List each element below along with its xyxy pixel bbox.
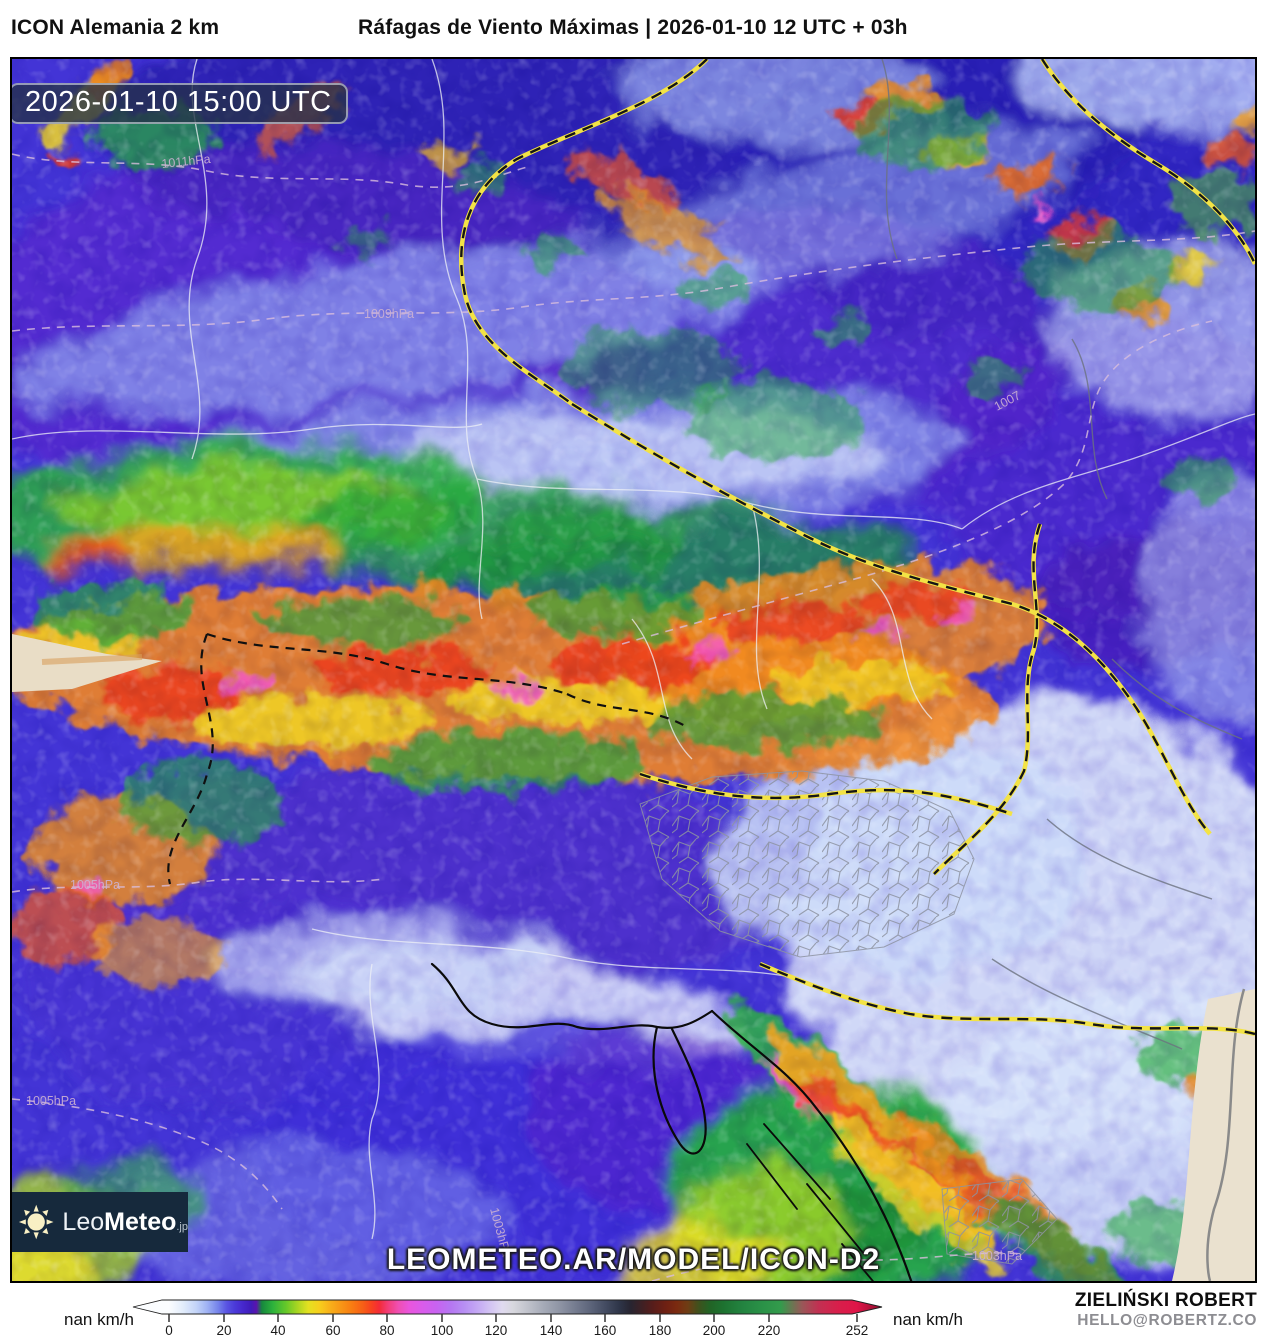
- scale-unit-left: nan km/h: [64, 1310, 134, 1329]
- scale-tick-label: 160: [594, 1323, 617, 1338]
- country-borders-alps: [167, 632, 688, 885]
- scale-tick-label: 80: [379, 1323, 394, 1338]
- colorbar: 0 20 40 60 80 100 120 140 160 180 200 22…: [132, 1299, 883, 1338]
- isobar-label: 1005hPa: [70, 878, 120, 892]
- scale-tick-label: 252: [846, 1323, 869, 1338]
- sun-icon: [18, 1204, 54, 1240]
- scale-tick-label: 100: [431, 1323, 454, 1338]
- isobar-label: 1009hPa: [364, 307, 414, 321]
- scale-tick-label: 20: [216, 1323, 231, 1338]
- timestamp-badge: 2026-01-10 15:00 UTC: [12, 83, 348, 124]
- region-borders: [12, 59, 1255, 1240]
- map-title: Ráfagas de Viento Máximas | 2026-01-10 1…: [358, 16, 908, 39]
- scale-unit-right: nan km/h: [893, 1310, 963, 1329]
- scale-tick-label: 180: [649, 1323, 672, 1338]
- coastline: [430, 962, 913, 1281]
- scale-tick-label: 0: [165, 1323, 173, 1338]
- municipality-borders: [639, 770, 1058, 1265]
- scale-tick-label: 120: [485, 1323, 508, 1338]
- colorbar-arrow: [132, 1299, 883, 1315]
- model-name: ICON Alemania 2 km: [11, 16, 220, 39]
- map-canvas: 1011hPa 1009hPa 1007 1005hPa 1005hPa 100…: [10, 57, 1257, 1283]
- isobar-labels: 1011hPa 1009hPa 1007 1005hPa 1005hPa 100…: [26, 152, 1023, 1263]
- author-name: ZIELIŃSKI ROBERT: [1074, 1290, 1257, 1311]
- isobar-label: 1003hPa: [972, 1249, 1022, 1263]
- out-of-domain-terrain: [12, 634, 1255, 1281]
- logo-part-meteo: Meteo: [104, 1207, 177, 1236]
- wind-gust-raster: 1011hPa 1009hPa 1007 1005hPa 1005hPa 100…: [12, 59, 1255, 1281]
- isobar-lines: [12, 153, 1255, 1281]
- scale-tick-label: 220: [758, 1323, 781, 1338]
- country-borders-highlighted: [459, 59, 1255, 1037]
- credits-block: ZIELIŃSKI ROBERT HELLO@ROBERTZ.CO: [1075, 1290, 1257, 1330]
- logo-wordmark: LeoMeteo.jp: [62, 1208, 188, 1237]
- district-borders: [881, 59, 1243, 1050]
- watermark: LEOMETEO.AR/MODEL/ICON-D2: [386, 1243, 881, 1276]
- logo-part-leo: Leo: [62, 1207, 105, 1236]
- logo-suffix: .jp: [176, 1220, 188, 1233]
- raster-noise-light: [12, 59, 1255, 1281]
- scale-tick-label: 140: [540, 1323, 563, 1338]
- contact-email: HELLO@ROBERTZ.CO: [1077, 1311, 1257, 1329]
- scale-tick-label: 60: [325, 1323, 340, 1338]
- scale-ticks: [168, 1314, 858, 1322]
- isobar-label: 1011hPa: [161, 152, 211, 171]
- scale-tick-label: 40: [270, 1323, 285, 1338]
- scale-tick-label: 200: [703, 1323, 726, 1338]
- scale-tick-labels: 0 20 40 60 80 100 120 140 160 180 200 22…: [165, 1323, 868, 1338]
- isobar-label: 1005hPa: [26, 1094, 76, 1108]
- leometeo-logo: LeoMeteo.jp: [12, 1192, 188, 1252]
